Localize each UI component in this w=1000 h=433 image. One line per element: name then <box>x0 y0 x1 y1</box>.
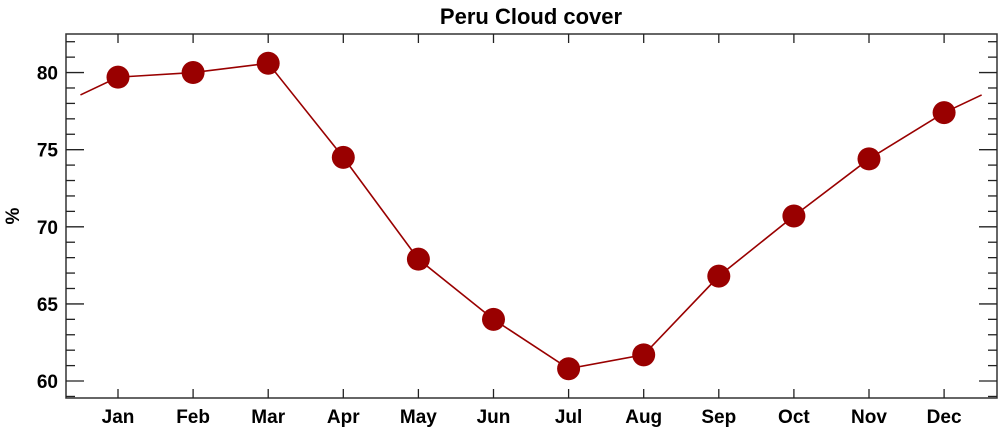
data-point-feb <box>181 61 205 85</box>
axes: 60 65 70 75 80 Jan Feb Mar Apr May Jun Jul Aug Sep Oct… <box>37 33 998 428</box>
x-tick-label: Dec <box>927 407 962 428</box>
data-point-jun <box>482 307 505 331</box>
x-tick-label: Feb <box>176 407 210 428</box>
x-tick-label: Apr <box>327 407 360 428</box>
data-point-oct <box>782 204 806 228</box>
y-axis-label: % <box>3 207 24 224</box>
data-point-aug <box>632 343 656 367</box>
plot-frame <box>65 33 998 399</box>
y-tick-label: 75 <box>37 141 59 162</box>
x-tick-label: Oct <box>778 407 810 428</box>
x-tick-label: May <box>400 407 437 428</box>
x-tick-label: Sep <box>701 407 736 428</box>
y-tick-label: 60 <box>37 372 58 393</box>
data-point-nov <box>857 147 881 171</box>
data-point-mar <box>256 51 280 75</box>
data-point-jul <box>557 357 581 381</box>
x-tick-label: Mar <box>251 407 285 428</box>
x-tick-label: Nov <box>851 407 887 428</box>
x-tick-label: Jun <box>477 407 511 428</box>
series-line <box>80 51 982 381</box>
data-point-apr <box>331 145 355 169</box>
data-point-jan <box>106 65 130 89</box>
data-point-dec <box>932 101 956 125</box>
series-path <box>80 62 982 370</box>
data-point-sep <box>707 264 731 288</box>
data-point-may <box>406 247 430 271</box>
y-tick-label: 65 <box>37 295 59 316</box>
x-tick-label: Jan <box>102 407 135 428</box>
y-tick-label: 70 <box>37 218 58 239</box>
x-tick-label: Jul <box>555 407 582 428</box>
y-tick-label: 80 <box>37 64 58 85</box>
x-tick-label: Aug <box>625 407 662 428</box>
chart-title: Peru Cloud cover <box>440 4 623 29</box>
